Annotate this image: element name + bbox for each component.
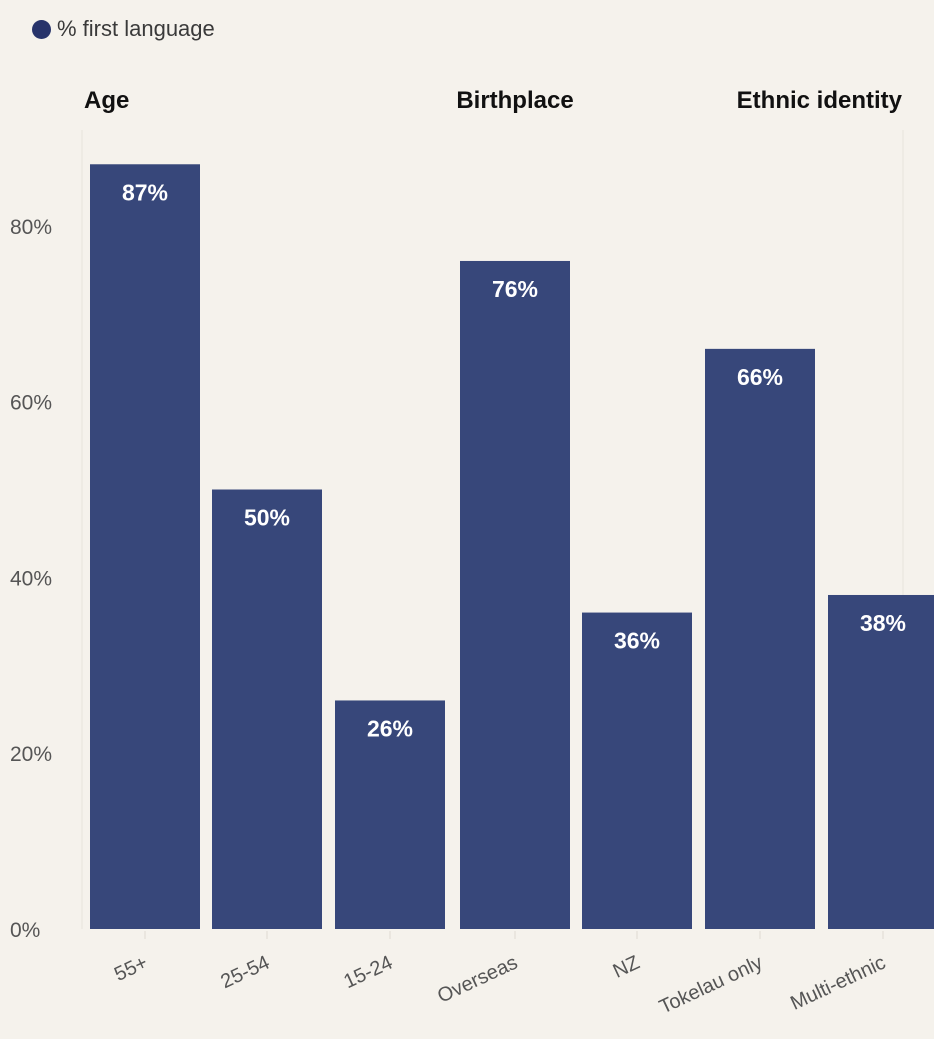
x-category-label: 15-24 bbox=[340, 952, 396, 994]
x-category-label: Overseas bbox=[434, 952, 521, 1008]
bar-value-label: 26% bbox=[367, 715, 413, 741]
bar bbox=[90, 164, 200, 929]
x-category-label: 55+ bbox=[111, 952, 151, 986]
bar bbox=[582, 612, 692, 929]
y-tick-label: 20% bbox=[10, 743, 52, 766]
bar bbox=[212, 489, 322, 929]
group-title-birthplace: Birthplace bbox=[456, 87, 573, 114]
legend-swatch-icon bbox=[32, 19, 51, 39]
y-tick-label: 80% bbox=[10, 216, 52, 239]
y-tick-label: 40% bbox=[10, 567, 52, 590]
bar bbox=[828, 594, 934, 929]
bar bbox=[460, 260, 570, 930]
x-category-label: Multi-ethnic bbox=[787, 952, 889, 1015]
bar bbox=[335, 700, 445, 929]
bar bbox=[705, 348, 815, 929]
y-tick-label: 0% bbox=[10, 919, 40, 942]
group-title-ethnic-identity: Ethnic identity bbox=[737, 87, 903, 114]
bar-value-label: 38% bbox=[860, 610, 906, 636]
group-title-age: Age bbox=[84, 87, 129, 114]
bar-value-label: 36% bbox=[614, 628, 660, 654]
legend-label: % first language bbox=[57, 16, 215, 41]
legend: % first language bbox=[32, 16, 215, 42]
bar-value-label: 50% bbox=[244, 505, 290, 531]
x-category-label: Tokelau only bbox=[656, 952, 766, 1019]
bar-value-label: 66% bbox=[737, 364, 783, 390]
x-category-label: NZ bbox=[610, 952, 643, 983]
bar-value-label: 76% bbox=[492, 276, 538, 302]
y-tick-label: 60% bbox=[10, 392, 52, 415]
x-category-label: 25-54 bbox=[217, 952, 273, 994]
bar-value-label: 87% bbox=[122, 179, 168, 205]
